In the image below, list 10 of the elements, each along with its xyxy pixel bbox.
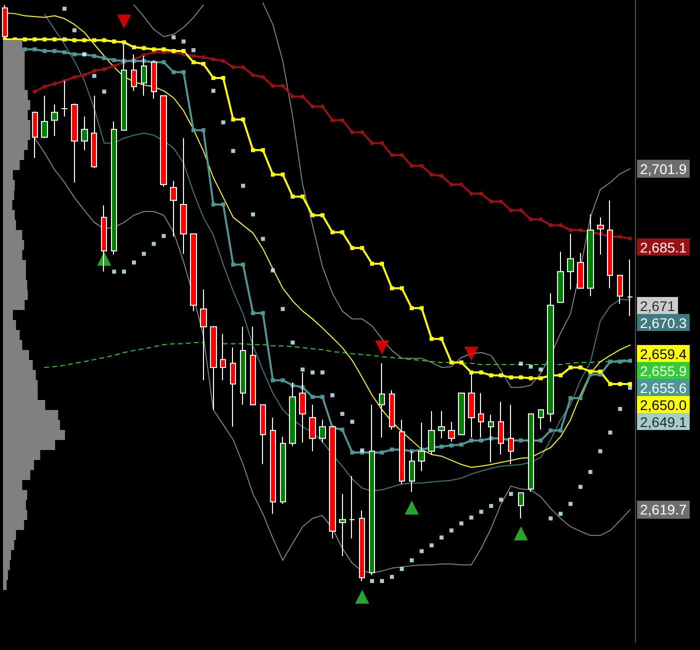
data-label: 2,685.1 (640, 239, 687, 256)
data-label: 2,670.3 (640, 314, 687, 331)
data-label: 2,655.6 (640, 380, 687, 396)
data-label: 2,650.0 (640, 397, 687, 414)
y-tick-label: 2,619.7 (640, 502, 687, 518)
data-label: 2,649.1 (640, 414, 687, 430)
y-tick-label: 2,701.9 (640, 160, 687, 177)
text: 2,671 (640, 298, 676, 314)
data-label: 2,655.9 (640, 363, 687, 380)
data-label: 2,659.4 (640, 346, 687, 362)
